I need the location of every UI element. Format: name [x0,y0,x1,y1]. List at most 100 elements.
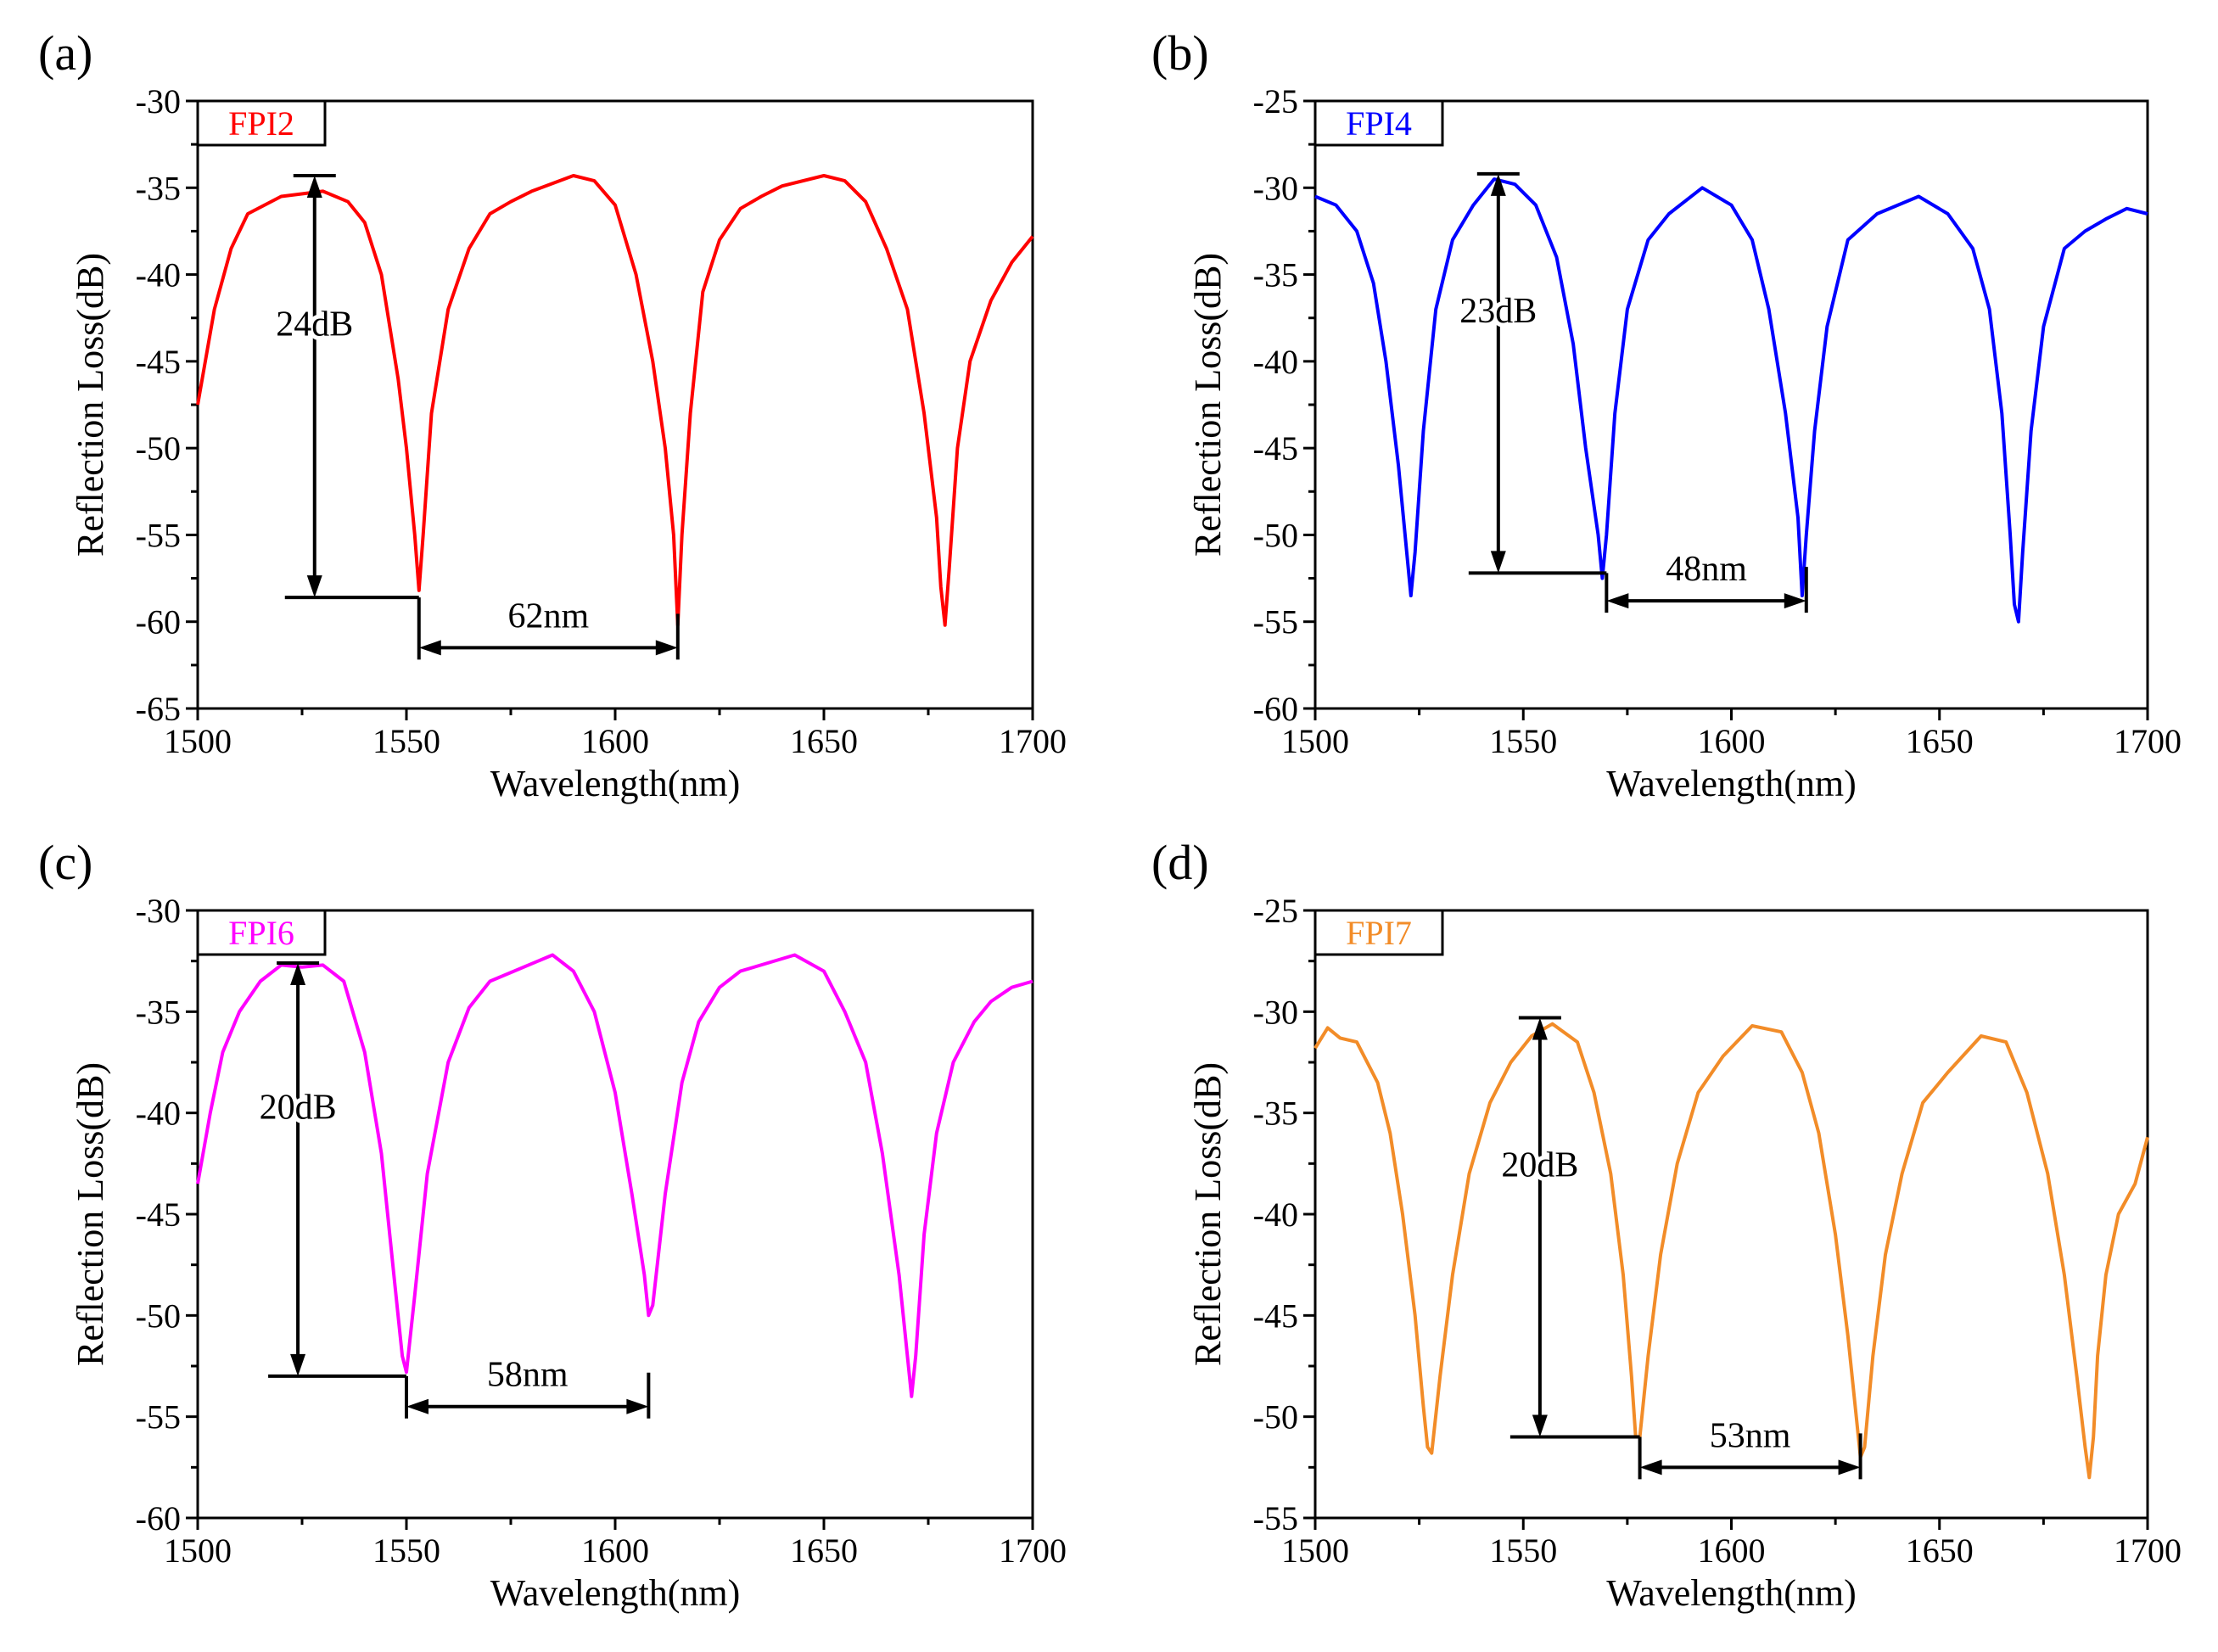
panel-label: (b) [1151,25,1209,81]
legend-box [1313,99,1444,147]
arrowhead-up [1490,173,1506,196]
y-tick-label: -40 [136,1095,181,1133]
x-tick-label: 1600 [1698,1532,1766,1570]
y-tick-label: -50 [136,1296,181,1335]
annotation-db-label: 24dB [276,305,353,344]
arrowhead-left [406,1398,428,1414]
legend: FPI6 [196,909,327,956]
y-tick-label: -55 [136,516,181,554]
legend-label: FPI4 [1346,104,1412,143]
arrowhead-right [1838,1459,1861,1476]
legend-box [1313,909,1444,956]
x-tick-label: 1650 [790,1532,858,1570]
y-tick-label: -30 [1253,993,1298,1031]
legend-label: FPI2 [228,104,294,143]
x-tick-label: 1600 [581,1532,649,1570]
annotation-nm-label: 53nm [1710,1416,1791,1455]
y-tick-label: -30 [1253,169,1298,207]
x-axis-label: Wavelength(nm) [490,763,741,804]
series-line-fpi7 [1313,1022,2149,1480]
y-tick-label: -50 [136,429,181,468]
y-tick-label: -40 [136,256,181,294]
arrowhead-right [626,1398,649,1414]
x-tick-label: 1500 [1281,1532,1349,1570]
panel-label: (a) [38,25,92,81]
y-tick-label: -25 [1253,82,1298,120]
panel-b: (b) 1500 1550 1600 1650 1700 -25 -30 -35 -40 -45 -5… [1151,25,2182,804]
arrowhead-left [1639,1459,1662,1476]
annotations: 23dB 48nm [1455,171,1808,613]
y-tick-label: -55 [1253,603,1298,641]
arrowhead-right [655,640,678,656]
y-axis-label: Reflection Loss(dB) [70,1062,111,1366]
legend-label: FPI7 [1346,914,1412,952]
x-tick-label: 1500 [164,722,232,760]
x-tick-label: 1550 [372,722,440,760]
legend: FPI7 [1313,909,1444,956]
legend: FPI2 [196,99,327,147]
y-tick-label: -35 [1253,1095,1298,1133]
x-tick-label: 1700 [2114,722,2182,760]
arrowhead-up [306,175,322,198]
y-tick-label: -35 [136,993,181,1031]
legend-label: FPI6 [228,914,294,952]
x-axis-label: Wavelength(nm) [490,1572,741,1614]
arrowhead-left [418,640,441,656]
y-tick-label: -60 [136,1499,181,1537]
y-tick-label: -55 [136,1398,181,1436]
y-tick-label: -65 [136,690,181,728]
x-tick-label: 1600 [1698,722,1766,760]
arrowhead-down [1532,1414,1548,1437]
series-line-fpi6 [196,953,1033,1398]
series-line-fpi4 [1314,177,2148,624]
y-tick-label: -45 [136,343,181,381]
y-tick-label: -60 [136,603,181,641]
y-tick-label: -40 [1253,1196,1298,1234]
x-tick-label: 1600 [581,722,649,760]
x-tick-label: 1650 [790,722,858,760]
annotations: 24dB 62nm [272,173,680,660]
y-tick-label: -55 [1253,1499,1298,1537]
x-tick-label: 1700 [2114,1532,2182,1570]
y-axis-label: Reflection Loss(dB) [70,253,111,557]
x-tick-label: 1650 [1906,1532,1974,1570]
annotation-nm-label: 48nm [1666,550,1747,589]
annotations: 20dB 58nm [255,961,651,1419]
annotation-db-label: 20dB [1501,1146,1578,1185]
x-tick-label: 1700 [999,1532,1067,1570]
y-tick-label: -25 [1253,892,1298,930]
x-axis-label: Wavelength(nm) [1606,1572,1857,1614]
y-tick-label: -30 [136,892,181,930]
arrowhead-down [1490,551,1506,574]
x-tick-label: 1550 [372,1532,440,1570]
x-tick-label: 1650 [1906,722,1974,760]
panel-a: (a) 1500 1550 1600 1650 1700 -30 -35 -40 -45 -50 -5… [38,25,1067,804]
y-tick-label: -45 [1253,429,1298,468]
panel-label: (c) [38,835,92,890]
arrowhead-up [1532,1017,1548,1040]
x-tick-label: 1500 [164,1532,232,1570]
series-line-fpi2 [196,174,1034,627]
y-tick-label: -30 [136,82,181,120]
arrowhead-down [306,575,322,598]
plot-frame [1313,99,2149,710]
arrowhead-up [290,963,306,986]
y-tick-label: -35 [1253,256,1298,294]
legend-box [196,99,327,147]
plot-frame [196,909,1034,1520]
x-tick-label: 1550 [1489,1532,1557,1570]
x-tick-label: 1500 [1281,722,1349,760]
panel-d: (d) 1500 1550 1600 1650 1700 -25 -30 -35 -40 -45 -5… [1151,835,2182,1614]
y-tick-label: -50 [1253,1398,1298,1436]
x-tick-label: 1700 [999,722,1067,760]
x-tick-label: 1550 [1489,722,1557,760]
annotation-nm-label: 58nm [487,1356,569,1395]
annotation-db-label: 23dB [1459,292,1537,331]
annotations: 20dB 53nm [1497,1016,1862,1480]
annotation-db-label: 20dB [260,1088,337,1127]
y-tick-label: -40 [1253,343,1298,381]
arrowhead-right [1784,593,1806,609]
legend: FPI4 [1313,99,1444,147]
y-tick-label: -45 [136,1196,181,1234]
